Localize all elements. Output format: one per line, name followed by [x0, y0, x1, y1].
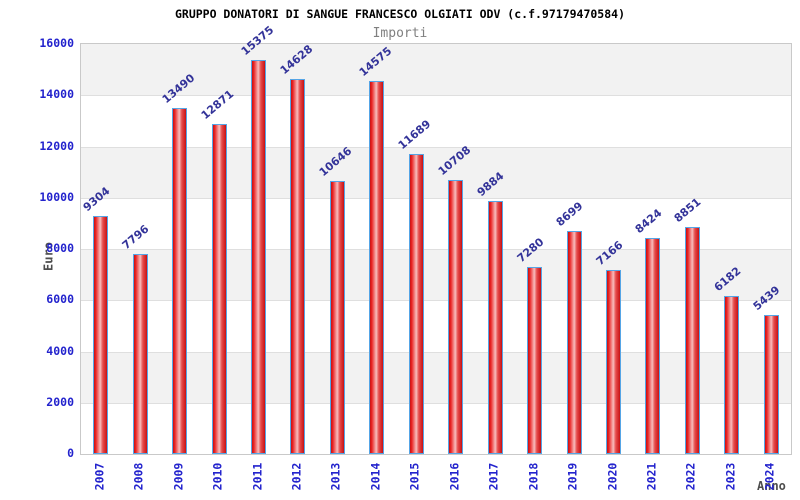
bar-2011 [251, 60, 266, 454]
grid-band [81, 351, 791, 403]
grid-band [81, 95, 791, 147]
x-tick-label: 2017 [486, 462, 501, 491]
x-tick-label: 2012 [289, 462, 304, 491]
x-tick-label: 2020 [605, 462, 619, 491]
grid-band [81, 146, 791, 198]
bar-2015 [408, 154, 424, 454]
bar-2019 [566, 231, 582, 454]
grid-band [81, 197, 791, 249]
x-tick-label: 2010 [210, 462, 225, 491]
bar-2013 [329, 181, 345, 454]
x-tick-label: 2007 [92, 462, 107, 491]
plot-area: 9304 7796 13490 12871 15375 14628 10646 14575 11… [80, 23, 792, 455]
x-tick-label: 2021 [644, 462, 659, 491]
y-tick-label: 16000 [39, 36, 74, 50]
grid-band [81, 44, 791, 96]
grid-band [81, 249, 791, 301]
x-tick-label: 2019 [565, 462, 580, 491]
chart-title: GRUPPO DONATORI DI SANGUE FRANCESCO OLGI… [174, 7, 626, 21]
x-tick-label: 2014 [368, 462, 383, 491]
y-tick-label: 0 [67, 446, 74, 460]
x-tick-label: 2013 [328, 462, 343, 491]
bar-2016 [448, 179, 464, 454]
grid-band [81, 300, 791, 352]
bar-2012 [290, 79, 306, 454]
y-tick-label: 12000 [39, 138, 74, 153]
x-axis-title: Anno [757, 479, 786, 493]
x-tick-label: 2024 [762, 462, 777, 491]
y-tick-label: 14000 [39, 87, 74, 102]
bar-2009 [172, 108, 188, 454]
y-tick-label: 10000 [39, 189, 74, 204]
x-tick-label: 2018 [526, 462, 541, 491]
bar-2024 [763, 314, 779, 454]
bar-2008 [132, 254, 148, 454]
y-tick-label: 8000 [46, 241, 74, 255]
chart-subtitle: Importi [372, 26, 428, 41]
bar-2020 [606, 270, 621, 454]
y-tick-label: 6000 [46, 292, 74, 307]
x-tick-label: 2008 [131, 462, 146, 491]
bar-2023 [724, 295, 740, 454]
x-tick-label: 2009 [171, 462, 186, 491]
y-tick-label: 4000 [46, 343, 74, 358]
bar-2021 [645, 238, 661, 454]
x-tick-label: 2023 [723, 462, 738, 491]
x-tick-label: 2016 [447, 462, 462, 491]
x-tick-label: 2011 [250, 462, 264, 491]
x-tick-label: 2022 [683, 462, 698, 491]
bar-2017 [487, 200, 503, 454]
grid-band [81, 402, 791, 454]
bar-2014 [369, 80, 385, 454]
bar-2022 [684, 227, 700, 454]
x-tick-label: 2015 [407, 462, 422, 491]
bar-2007 [93, 215, 109, 454]
bar-2018 [527, 267, 543, 454]
y-tick-label: 2000 [46, 394, 74, 409]
bar-2010 [211, 124, 227, 454]
